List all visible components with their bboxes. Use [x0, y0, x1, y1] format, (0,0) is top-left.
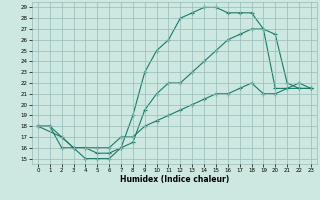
X-axis label: Humidex (Indice chaleur): Humidex (Indice chaleur) [120, 175, 229, 184]
